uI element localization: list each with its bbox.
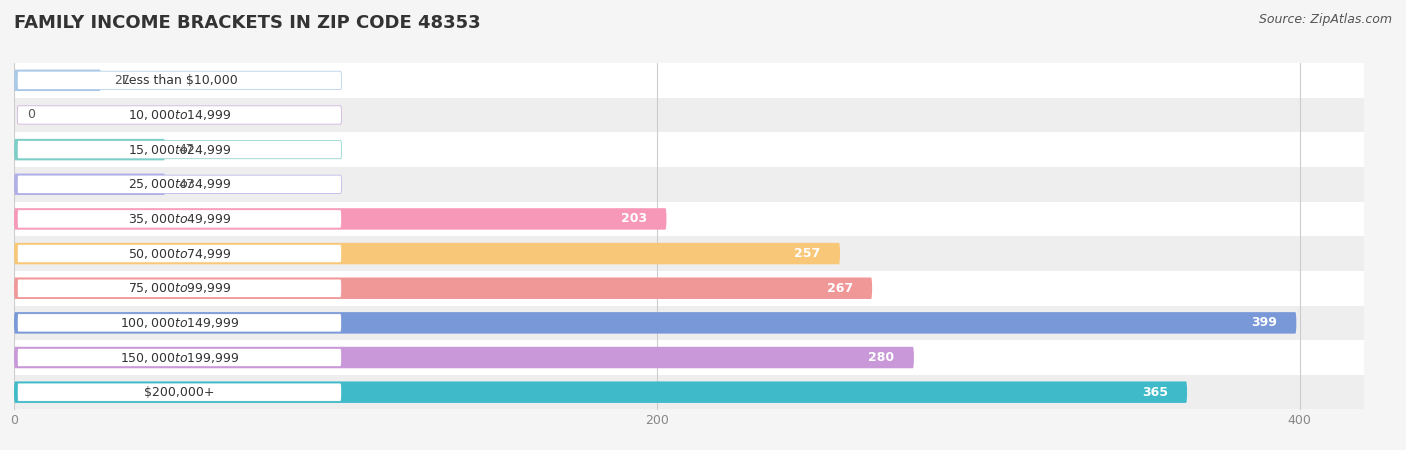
Bar	[14, 271, 1364, 306]
FancyBboxPatch shape	[14, 382, 1187, 403]
FancyBboxPatch shape	[17, 175, 342, 194]
Text: 47: 47	[179, 178, 194, 191]
FancyBboxPatch shape	[14, 278, 872, 299]
FancyBboxPatch shape	[17, 348, 342, 367]
FancyBboxPatch shape	[17, 314, 342, 332]
Text: $200,000+: $200,000+	[145, 386, 215, 399]
FancyBboxPatch shape	[17, 140, 342, 159]
Text: $150,000 to $199,999: $150,000 to $199,999	[120, 351, 239, 364]
Text: FAMILY INCOME BRACKETS IN ZIP CODE 48353: FAMILY INCOME BRACKETS IN ZIP CODE 48353	[14, 14, 481, 32]
Text: 27: 27	[114, 74, 129, 87]
FancyBboxPatch shape	[14, 243, 839, 264]
Text: Source: ZipAtlas.com: Source: ZipAtlas.com	[1258, 14, 1392, 27]
Text: $100,000 to $149,999: $100,000 to $149,999	[120, 316, 239, 330]
Text: $25,000 to $34,999: $25,000 to $34,999	[128, 177, 231, 191]
Bar	[14, 340, 1364, 375]
Text: $10,000 to $14,999: $10,000 to $14,999	[128, 108, 231, 122]
Text: 267: 267	[827, 282, 853, 295]
FancyBboxPatch shape	[17, 244, 342, 263]
Text: 47: 47	[179, 143, 194, 156]
FancyBboxPatch shape	[14, 174, 165, 195]
Bar	[14, 306, 1364, 340]
Text: $50,000 to $74,999: $50,000 to $74,999	[128, 247, 231, 261]
Bar	[14, 63, 1364, 98]
Text: $35,000 to $49,999: $35,000 to $49,999	[128, 212, 231, 226]
FancyBboxPatch shape	[17, 279, 342, 297]
FancyBboxPatch shape	[17, 71, 342, 90]
Text: 365: 365	[1142, 386, 1168, 399]
Text: 257: 257	[794, 247, 821, 260]
Bar	[14, 98, 1364, 132]
Bar	[14, 202, 1364, 236]
Bar	[14, 167, 1364, 202]
Text: 203: 203	[621, 212, 647, 225]
FancyBboxPatch shape	[14, 312, 1296, 333]
Bar	[14, 236, 1364, 271]
Text: 399: 399	[1251, 316, 1277, 329]
Text: 0: 0	[27, 108, 35, 122]
Bar	[14, 375, 1364, 410]
FancyBboxPatch shape	[14, 70, 101, 91]
Text: 280: 280	[869, 351, 894, 364]
FancyBboxPatch shape	[14, 139, 165, 160]
FancyBboxPatch shape	[17, 106, 342, 124]
Bar	[14, 132, 1364, 167]
Text: $75,000 to $99,999: $75,000 to $99,999	[128, 281, 231, 295]
Text: $15,000 to $24,999: $15,000 to $24,999	[128, 143, 231, 157]
FancyBboxPatch shape	[14, 208, 666, 230]
FancyBboxPatch shape	[17, 383, 342, 401]
FancyBboxPatch shape	[14, 347, 914, 368]
FancyBboxPatch shape	[17, 210, 342, 228]
Text: Less than $10,000: Less than $10,000	[121, 74, 238, 87]
